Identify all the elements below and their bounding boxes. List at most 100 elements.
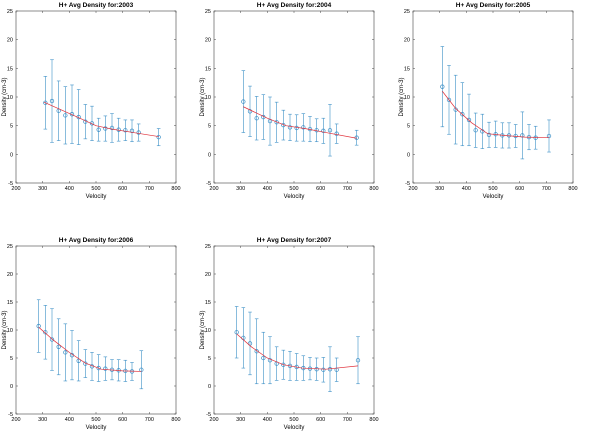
x-tick-label: 400: [65, 186, 74, 192]
error-bar: [123, 119, 128, 141]
x-tick-label: 700: [145, 417, 154, 423]
data-point: [274, 120, 279, 125]
data-point: [321, 128, 326, 133]
x-tick-label: 500: [91, 186, 100, 192]
x-axis-label: Velocity: [483, 194, 504, 200]
y-axis-label: Density (cm-3): [2, 77, 8, 116]
chart-title: H+ Avg Density for:2006: [59, 237, 134, 244]
x-tick-label: 300: [236, 186, 245, 192]
plot-area: [412, 10, 574, 184]
x-tick-label: 400: [263, 417, 272, 423]
x-tick-label: 200: [11, 186, 20, 192]
plot-area: [213, 10, 375, 184]
error-bar: [103, 115, 108, 142]
error-bar: [261, 94, 266, 140]
data-point: [139, 367, 144, 372]
error-bar: [110, 113, 114, 143]
x-tick-label: 200: [209, 186, 218, 192]
x-tick-label: 300: [38, 417, 47, 423]
y-tick-label: 10: [205, 95, 211, 101]
error-bar: [43, 305, 48, 360]
x-tick-label: 700: [145, 186, 154, 192]
y-tick-label: 10: [205, 328, 211, 334]
error-bar: [321, 357, 326, 383]
error-bar: [50, 59, 54, 143]
y-tick-label: 10: [7, 95, 13, 101]
x-axis-label: Velocity: [284, 425, 305, 431]
data-point: [466, 117, 472, 123]
error-bar: [83, 349, 88, 378]
data-point: [109, 125, 115, 131]
error-bar: [139, 350, 144, 390]
y-axis-label: Density (cm-3): [2, 310, 8, 349]
x-axis-label: Velocity: [86, 194, 107, 200]
y-tick-label: 5: [208, 124, 211, 130]
error-bar: [83, 104, 88, 140]
y-tick-label: 25: [404, 9, 410, 15]
error-bar: [116, 117, 121, 142]
data-point: [123, 128, 128, 133]
y-tick-label: -5: [405, 181, 410, 187]
x-tick-label: 600: [118, 417, 127, 423]
error-bar: [50, 308, 54, 371]
x-tick-label: 600: [118, 186, 127, 192]
y-tick-label: 25: [7, 244, 13, 250]
y-tick-label: 15: [205, 300, 211, 306]
error-bar: [314, 357, 319, 381]
y-tick-label: 20: [7, 272, 13, 278]
x-tick-label: 200: [209, 417, 218, 423]
error-bar: [70, 330, 74, 381]
data-point: [43, 100, 48, 105]
y-tick-label: 0: [208, 384, 211, 390]
error-bar: [294, 114, 299, 142]
plot-area: [15, 245, 177, 415]
error-bar: [76, 89, 81, 145]
data-point: [103, 126, 108, 131]
error-bar: [156, 128, 161, 147]
x-tick-label: 700: [542, 186, 551, 192]
y-tick-label: -5: [206, 181, 211, 187]
x-tick-label: 500: [91, 417, 100, 423]
error-bar: [547, 119, 551, 153]
y-tick-label: 0: [10, 152, 13, 158]
error-bar: [261, 331, 266, 385]
error-bar: [520, 111, 525, 160]
error-bar: [103, 356, 108, 381]
data-point: [56, 344, 61, 349]
error-bar: [254, 318, 259, 385]
data-point: [327, 128, 333, 133]
chart-title: H+ Avg Density for:2005: [456, 2, 531, 9]
x-tick-label: 500: [289, 186, 298, 192]
error-bar: [356, 336, 360, 385]
error-bar: [487, 121, 491, 148]
error-bar: [268, 96, 272, 146]
fit-line: [442, 91, 550, 139]
data-point: [334, 131, 339, 136]
x-tick-label: 400: [65, 417, 74, 423]
y-tick-label: 15: [7, 300, 13, 306]
fit-line: [43, 101, 159, 137]
data-point: [486, 132, 492, 137]
x-tick-label: 800: [369, 186, 378, 192]
error-bar: [268, 336, 272, 385]
error-bar: [90, 352, 94, 381]
error-bar: [56, 80, 61, 141]
data-point: [261, 355, 266, 361]
data-point: [294, 125, 299, 131]
data-point: [49, 98, 55, 104]
data-point: [49, 337, 55, 342]
data-point: [546, 133, 552, 139]
error-bar: [274, 346, 279, 381]
error-bar: [254, 96, 259, 141]
error-bar: [321, 117, 326, 144]
data-point: [314, 367, 319, 372]
x-tick-label: 600: [316, 417, 325, 423]
data-point: [103, 366, 108, 371]
data-point: [355, 358, 361, 363]
error-bar: [241, 307, 246, 369]
data-point: [247, 109, 253, 114]
error-bar: [334, 123, 339, 144]
error-bar: [288, 113, 292, 141]
